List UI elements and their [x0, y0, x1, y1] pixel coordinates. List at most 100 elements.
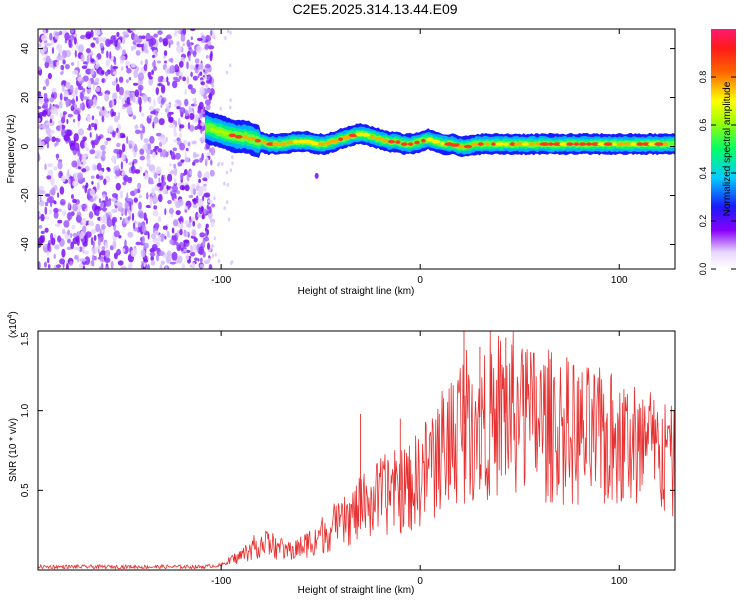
ridge-hotspot	[293, 139, 299, 144]
noise-speckle	[155, 253, 160, 262]
noise-speckle	[183, 139, 188, 145]
noise-speckle	[82, 249, 85, 254]
noise-speckle	[101, 78, 104, 83]
noise-speckle	[128, 111, 134, 115]
noise-speckle	[40, 230, 45, 235]
noise-speckle	[39, 196, 42, 202]
noise-speckle	[174, 99, 181, 104]
noise-speckle	[209, 53, 213, 62]
noise-speckle	[38, 261, 41, 269]
noise-speckle	[105, 266, 110, 269]
noise-speckle	[167, 81, 170, 86]
noise-speckle	[110, 35, 116, 44]
noise-speckle	[86, 54, 90, 64]
noise-speckle	[44, 43, 47, 52]
noise-speckle	[122, 49, 126, 56]
noise-speckle	[77, 85, 84, 91]
noise-speckle	[49, 129, 55, 134]
noise-speckle	[180, 33, 186, 42]
noise-speckle	[88, 221, 91, 225]
noise-speckle	[69, 84, 74, 93]
noise-speckle	[204, 192, 211, 198]
noise-speckle	[205, 55, 209, 59]
noise-speckle	[127, 263, 132, 269]
noise-speckle	[156, 60, 162, 64]
x-tick-label: 100	[611, 576, 628, 587]
noise-speckle	[101, 224, 106, 230]
ridge-hotspot	[477, 142, 484, 146]
y-tick-label: 1.5	[20, 332, 31, 346]
noise-speckle	[107, 167, 111, 172]
noise-speckle	[176, 230, 180, 237]
ridge-hotspot	[432, 139, 441, 144]
noise-speckle	[49, 118, 53, 124]
noise-speckle	[182, 76, 187, 82]
noise-speckle	[61, 228, 66, 235]
noise-speckle	[150, 260, 156, 266]
noise-speckle	[42, 244, 49, 248]
snr-y-axis-label: SNR (10 * v/v)	[8, 418, 19, 482]
noise-speckle	[70, 175, 73, 185]
noise-speckle	[169, 66, 172, 74]
noise-speckle	[206, 157, 209, 162]
noise-speckle	[77, 77, 82, 82]
x-tick-label: 0	[417, 576, 423, 587]
noise-speckle	[131, 165, 134, 171]
noise-speckle	[161, 149, 167, 158]
noise-speckle	[95, 133, 99, 142]
noise-speckle	[54, 142, 57, 147]
noise-speckle	[77, 113, 81, 122]
noise-speckle	[86, 127, 92, 131]
ridge-hotspot	[254, 138, 261, 143]
noise-speckle	[38, 112, 45, 117]
noise-speckle	[199, 232, 206, 238]
y-tick-label: 20	[20, 92, 31, 104]
noise-speckle	[137, 182, 142, 190]
noise-speckle	[231, 161, 234, 166]
spectrogram-panel: -100 0 100 -40 -20 0 20 40 Height of straight l…	[6, 28, 676, 297]
y-tick-label: 0.5	[20, 483, 31, 497]
noise-speckle	[114, 40, 118, 48]
noise-speckle	[157, 148, 163, 153]
noise-speckle	[127, 208, 131, 215]
noise-speckle	[96, 162, 102, 171]
noise-speckle	[157, 30, 163, 35]
noise-speckle	[40, 213, 45, 222]
noise-speckle	[42, 86, 47, 90]
noise-speckle	[152, 151, 156, 158]
noise-speckle	[188, 194, 194, 199]
noise-speckle	[135, 50, 141, 56]
noise-speckle	[176, 41, 180, 47]
noise-speckle	[125, 90, 131, 95]
noise-speckle	[199, 71, 203, 76]
noise-speckle	[68, 137, 71, 144]
ridge-hotspot	[470, 142, 478, 147]
noise-speckle	[187, 141, 191, 147]
noise-speckle	[40, 34, 48, 42]
noise-speckle	[183, 230, 189, 237]
noise-speckle	[102, 193, 106, 199]
noise-speckle	[226, 182, 229, 187]
noise-speckle	[131, 46, 134, 51]
noise-speckle	[193, 114, 199, 123]
noise-speckle	[66, 263, 69, 269]
noise-speckle	[138, 201, 142, 210]
noise-speckle	[76, 214, 81, 223]
noise-speckle	[81, 203, 87, 210]
noise-speckle	[157, 215, 162, 223]
noise-speckle	[117, 260, 124, 266]
noise-speckle	[197, 222, 202, 229]
noise-speckle	[81, 217, 87, 226]
noise-speckle	[153, 116, 159, 124]
snr-panel: -100 0 100 0.5 1.0 1.5 Height of straight lin…	[7, 311, 676, 596]
noise-speckle	[131, 212, 135, 222]
noise-speckle	[174, 177, 177, 185]
snr-axes: -100 0 100 0.5 1.0 1.5	[20, 330, 675, 587]
noise-speckle	[107, 126, 114, 133]
colorbar-tick-label: 0.4	[698, 167, 708, 180]
noise-speckle	[61, 248, 66, 258]
noise-speckle	[115, 83, 120, 93]
noise-speckle	[116, 153, 120, 159]
noise-speckle	[158, 37, 163, 43]
noise-speckle	[44, 206, 48, 215]
